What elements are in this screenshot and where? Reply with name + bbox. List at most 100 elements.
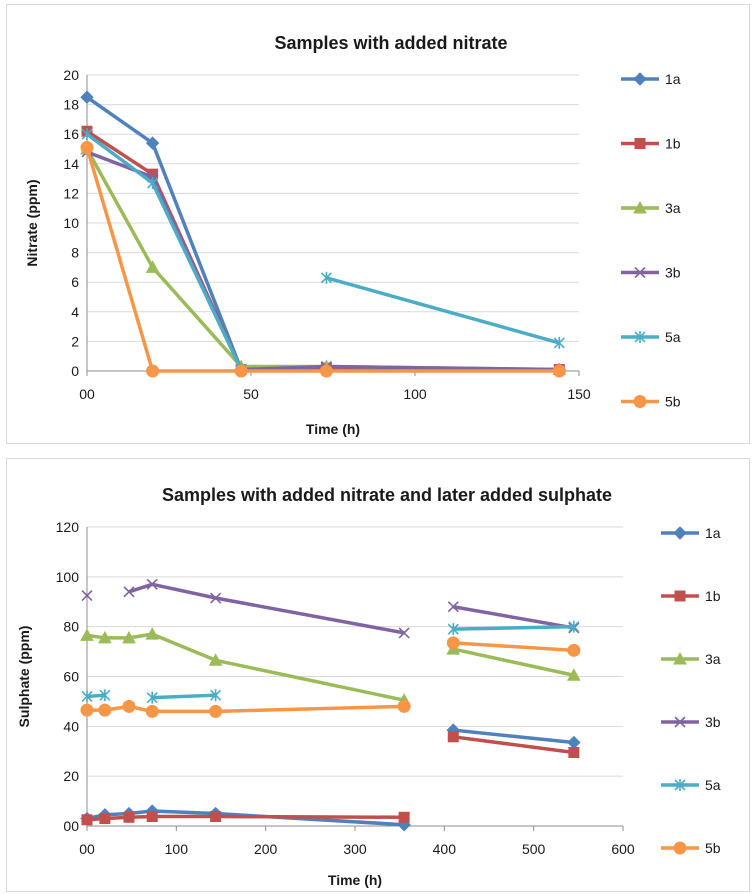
legend-item-1a: 1a [661,525,721,541]
legend-label: 3b [705,714,721,730]
data-point-5b [319,364,333,378]
y-tick-label: 20 [63,768,79,784]
y-tick-label: 00 [63,818,79,834]
legend-label: 3a [705,651,721,667]
data-point-5a [210,689,222,702]
data-point-5a [320,271,333,284]
series-line-5b [453,641,574,653]
legend-item-3b: 3b [621,265,681,281]
legend-item-1b: 1b [621,136,681,152]
data-point-3a [145,627,160,640]
series-5b [80,141,566,378]
x-tick-label: 600 [611,841,635,857]
data-point-1b [123,811,135,823]
data-point-3b [447,601,459,613]
y-tick-label: 8 [71,245,79,261]
legend-item-3b: 3b [661,714,721,730]
y-tick-label: 0 [71,363,79,379]
data-point-5a [99,689,111,702]
nitrate-chart: Samples with added nitrate 0 2 4 6 8 10 12 14 16 1… [24,33,681,437]
legend-marker [674,716,686,728]
legend-marker [674,779,686,791]
data-point-3b [398,627,410,639]
series-line-5a [453,624,574,631]
y-tick-label: 10 [63,215,79,231]
y-tick-label: 80 [63,619,79,635]
sulphate-chart: Samples with added nitrate and later add… [16,485,721,888]
y-tick-label: 12 [63,185,79,201]
data-point-3b [146,578,158,590]
data-point-1b [146,811,158,823]
legend-label: 1b [705,588,721,604]
data-point-3b [81,589,93,602]
series-line-1a [453,728,575,745]
data-point-1a [145,136,160,150]
legend-label: 3a [665,200,681,216]
legend-label: 5b [705,840,721,856]
data-point-5b [146,364,160,378]
y-tick-label: 6 [71,274,79,290]
data-point-3a [122,630,136,644]
data-point-5a [568,620,580,633]
legend-item-3a: 3a [661,651,721,667]
legend-item-1b: 1b [661,588,721,604]
data-point-3a [98,630,112,644]
series-line-3a [452,647,575,677]
data-point-5b [80,703,94,717]
series-line-5a [325,276,560,345]
chart-title: Samples with added nitrate and later add… [162,485,612,505]
y-tick-label: 20 [63,67,79,83]
y-tick-label: 14 [63,156,79,172]
data-point-5b [122,699,136,713]
legend-item-3a: 3a [621,200,681,216]
x-tick-label: 500 [522,841,546,857]
legend-marker [633,395,647,408]
series-line-5a [86,693,105,699]
y-tick-label: 40 [63,718,79,734]
legend-marker [633,200,647,214]
y-tick-label: 2 [71,333,79,349]
data-point-5a [447,623,459,636]
data-point-1a [80,90,94,104]
data-point-5b [98,703,112,717]
x-tick-label: 00 [79,386,95,402]
series-line-3b [86,150,560,372]
legend-item-5b: 5b [661,840,721,856]
data-point-1b [81,814,93,826]
y-tick-label: 4 [71,304,79,320]
x-tick-label: 100 [403,386,427,402]
data-point-5b [397,699,411,713]
y-tick-label: 100 [56,569,80,585]
data-point-1b [210,811,222,823]
nitrate-chart-panel: Samples with added nitrate 0 2 4 6 8 10 12 14 16 1… [6,4,750,444]
x-axis-label: Time (h) [306,421,360,437]
series-5b [80,636,581,718]
x-tick-label: 400 [433,841,457,857]
y-tick-label: 120 [56,519,80,535]
series-line-5b [85,147,560,373]
legend-marker [673,841,687,855]
series-line-1b [86,129,560,372]
legend-marker [633,72,647,86]
series-line-1a [85,95,560,372]
legend-marker [634,138,646,149]
legend-label: 5b [665,394,681,410]
data-point-3a [80,628,94,641]
legend-label: 5a [665,329,681,345]
x-tick-label: 200 [254,841,278,857]
series-line-3b [452,605,575,630]
legend-marker [674,590,686,602]
series-1b [81,731,580,826]
y-axis-label: Sulphate (ppm) [16,626,32,728]
legend-item-5a: 5a [661,777,721,793]
data-point-5a [146,691,158,704]
x-tick-label: 00 [79,841,95,857]
series-5a [81,128,565,376]
data-point-3a [208,653,223,666]
data-point-5a [553,336,565,349]
chart-title: Samples with added nitrate [274,33,507,53]
data-point-5a [81,128,93,141]
data-point-5a [81,690,93,703]
legend-marker [673,526,687,540]
legend-marker [673,651,687,665]
